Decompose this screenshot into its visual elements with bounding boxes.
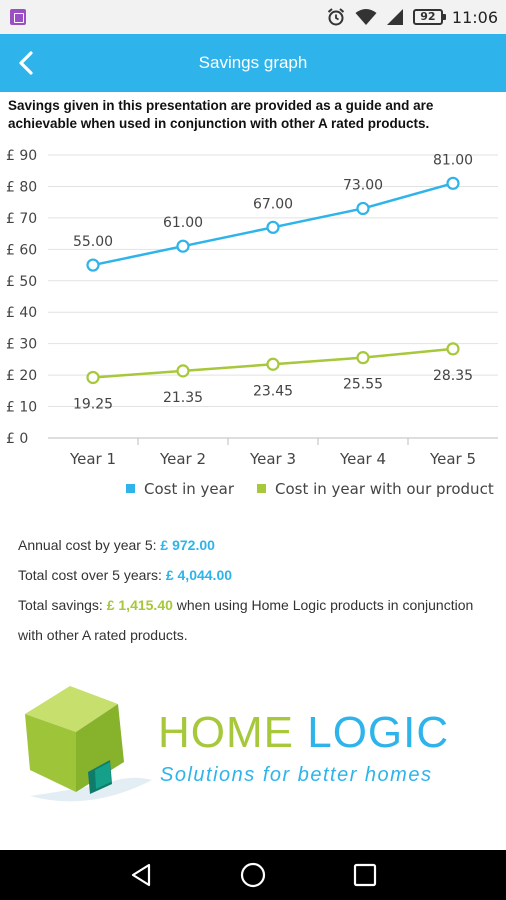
nav-back-icon <box>131 863 151 887</box>
data-point <box>176 364 190 378</box>
nav-recents-icon <box>353 863 377 887</box>
data-label: 67.00 <box>253 196 293 212</box>
system-nav-bar <box>0 850 506 900</box>
total-cost-value: £ 4,044.00 <box>165 567 233 583</box>
brand-name-home: HOME <box>158 708 294 757</box>
x-tick-label: Year 5 <box>429 450 476 468</box>
total-cost-label: Total cost over 5 years: <box>18 567 166 583</box>
chart-series: 55.00 61.00 67.00 73.00 81.00 19.25 21.35 23.45… <box>73 152 473 412</box>
annual-cost-line: Annual cost by year 5: £ 972.00 <box>18 530 488 560</box>
data-point <box>266 357 280 371</box>
brand-name: HOME LOGIC <box>158 708 449 758</box>
app-notification-icon <box>10 9 26 25</box>
total-savings-label: Total savings: <box>18 597 107 613</box>
data-label: 28.35 <box>433 368 473 384</box>
y-tick-label: £ 70 <box>6 211 37 227</box>
x-tick-label: Year 1 <box>69 450 116 468</box>
data-label: 81.00 <box>433 152 473 168</box>
house-logo-icon <box>25 686 152 802</box>
x-tick-label: Year 2 <box>159 450 206 468</box>
data-label: 21.35 <box>163 390 203 406</box>
nav-recents-button[interactable] <box>350 860 380 890</box>
series-2: 19.25 21.35 23.45 25.55 28.35 <box>73 342 473 412</box>
data-label: 19.25 <box>73 396 113 412</box>
home-logic-logo: HOME LOGIC Solutions for better homes <box>20 684 490 804</box>
x-tick-label: Year 4 <box>339 450 386 468</box>
series-1: 55.00 61.00 67.00 73.00 81.00 <box>73 152 473 272</box>
nav-home-icon <box>240 862 266 888</box>
clock: 11:06 <box>451 7 498 27</box>
battery-icon: 92 <box>412 9 446 25</box>
data-point <box>86 370 100 385</box>
page-title: Savings graph <box>198 53 308 72</box>
data-point <box>446 342 460 356</box>
legend-swatch <box>257 484 266 493</box>
x-axis-ticks: Year 1 Year 2 Year 3 Year 4 Year 5 <box>69 438 476 468</box>
data-point <box>446 176 460 190</box>
signal-icon <box>386 9 403 25</box>
cost-summary: Annual cost by year 5: £ 972.00 Total co… <box>18 530 488 650</box>
data-point <box>266 220 280 234</box>
annual-cost-label: Annual cost by year 5: <box>18 537 161 553</box>
legend-label: Cost in year <box>144 480 235 498</box>
savings-chart: £ 0£ 10£ 20£ 30£ 40£ 50£ 60£ 70£ 80£ 90 … <box>6 148 498 498</box>
data-point <box>356 351 370 365</box>
app-bar: Savings graph <box>0 34 506 92</box>
x-tick-label: Year 3 <box>249 450 296 468</box>
data-point <box>176 239 190 253</box>
y-tick-label: £ 30 <box>6 337 37 353</box>
y-tick-label: £ 10 <box>6 400 37 416</box>
legend-swatch <box>126 484 135 493</box>
y-tick-label: £ 20 <box>6 368 37 384</box>
y-tick-label: £ 50 <box>6 274 37 290</box>
y-tick-label: £ 0 <box>6 431 28 447</box>
total-cost-line: Total cost over 5 years: £ 4,044.00 <box>18 560 488 590</box>
status-icons: 92 11:06 <box>326 0 498 34</box>
data-label: 55.00 <box>73 234 113 250</box>
disclaimer-text: Savings given in this presentation are p… <box>8 98 434 131</box>
total-savings-value: £ 1,415.40 <box>106 597 173 613</box>
y-tick-label: £ 80 <box>6 179 37 195</box>
data-label: 23.45 <box>253 383 293 399</box>
brand-tagline: Solutions for better homes <box>160 764 433 786</box>
y-axis-ticks: £ 0 £ 10 £ 20 £ 30 £ 40 £ 50 £ 60 £ 70 £ 80 £ 90 <box>6 148 37 447</box>
annual-cost-value: £ 972.00 <box>160 537 215 553</box>
nav-home-button[interactable] <box>238 860 268 890</box>
status-bar: 92 11:06 <box>0 0 506 34</box>
data-point <box>356 201 370 216</box>
back-arrow-icon <box>19 51 33 75</box>
data-label: 73.00 <box>343 177 383 193</box>
data-label: 25.55 <box>343 377 383 393</box>
nav-back-button[interactable] <box>127 860 157 890</box>
total-savings-line: Total savings: £ 1,415.40 when using Hom… <box>18 590 488 650</box>
wifi-icon <box>355 9 377 25</box>
data-label: 61.00 <box>163 215 203 231</box>
brand-name-logic: LOGIC <box>307 708 450 757</box>
data-point <box>86 258 100 272</box>
y-tick-label: £ 90 <box>6 148 37 164</box>
alarm-icon <box>327 8 345 26</box>
total-savings-suffix: when using Home Logic products in conjun… <box>18 597 474 643</box>
back-button[interactable] <box>8 43 48 83</box>
legend-label: Cost in year with our product <box>275 480 494 498</box>
y-tick-label: £ 60 <box>6 242 37 258</box>
y-tick-label: £ 40 <box>6 305 37 321</box>
chart-legend: Cost in year Cost in year with our produc… <box>126 480 494 498</box>
